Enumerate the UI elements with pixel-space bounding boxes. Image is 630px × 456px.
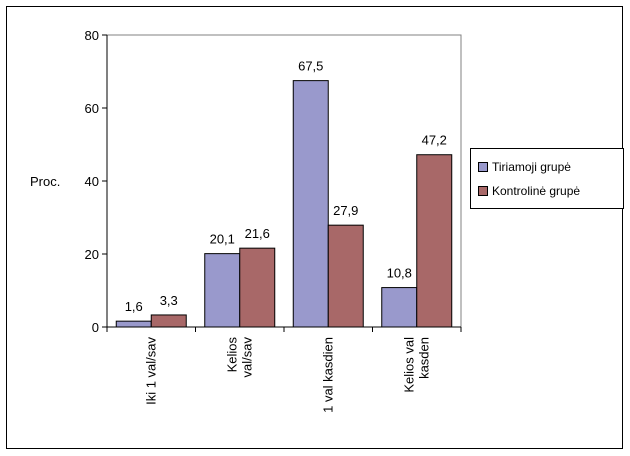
legend-swatch-0 [478, 162, 488, 172]
bar-1-2 [327, 224, 364, 328]
legend: Tiriamoji grupė Kontrolinė grupė [470, 148, 624, 209]
y-axis-label: Proc. [30, 174, 60, 189]
bar-1-3 [416, 154, 453, 328]
bar-0-0 [115, 320, 152, 328]
bar-0-2 [292, 80, 329, 328]
legend-label-1: Kontrolinė grupė [492, 184, 581, 198]
category-label-2: 1 val kasdien [320, 337, 335, 413]
legend-item-0: Tiriamoji grupė [478, 160, 571, 174]
data-label-0-2: 67,5 [298, 59, 323, 74]
data-label-1-0: 3,3 [160, 293, 178, 308]
data-label-0-0: 1,6 [125, 299, 143, 314]
legend-item-1: Kontrolinė grupė [478, 184, 580, 198]
data-label-1-3: 47,2 [422, 133, 447, 148]
y-tick-label-0: 0 [92, 320, 99, 335]
category-label-1-line-1: val/sav [239, 337, 254, 378]
category-label-0: Iki 1 val/sav [143, 337, 158, 405]
category-label-1-line-0: Kelios [224, 337, 239, 373]
legend-swatch-1 [478, 186, 488, 196]
data-label-0-1: 20,1 [210, 232, 235, 247]
category-label-3-line-1: kasden [416, 337, 431, 379]
y-tick-label-4: 80 [85, 28, 99, 43]
category-label-3-line-0: Kelios val [401, 337, 416, 393]
data-label-1-2: 27,9 [333, 203, 358, 218]
y-tick-label-2: 40 [85, 174, 99, 189]
data-label-1-1: 21,6 [245, 226, 270, 241]
bar-1-0 [150, 314, 187, 328]
data-label-0-3: 10,8 [387, 266, 412, 281]
plot-area [106, 34, 462, 328]
legend-label-0: Tiriamoji grupė [492, 160, 571, 174]
y-tick-label-3: 60 [85, 101, 99, 116]
bar-1-1 [239, 247, 276, 328]
y-tick-label-1: 20 [85, 247, 99, 262]
bar-0-3 [381, 287, 418, 328]
bar-0-1 [204, 253, 241, 328]
